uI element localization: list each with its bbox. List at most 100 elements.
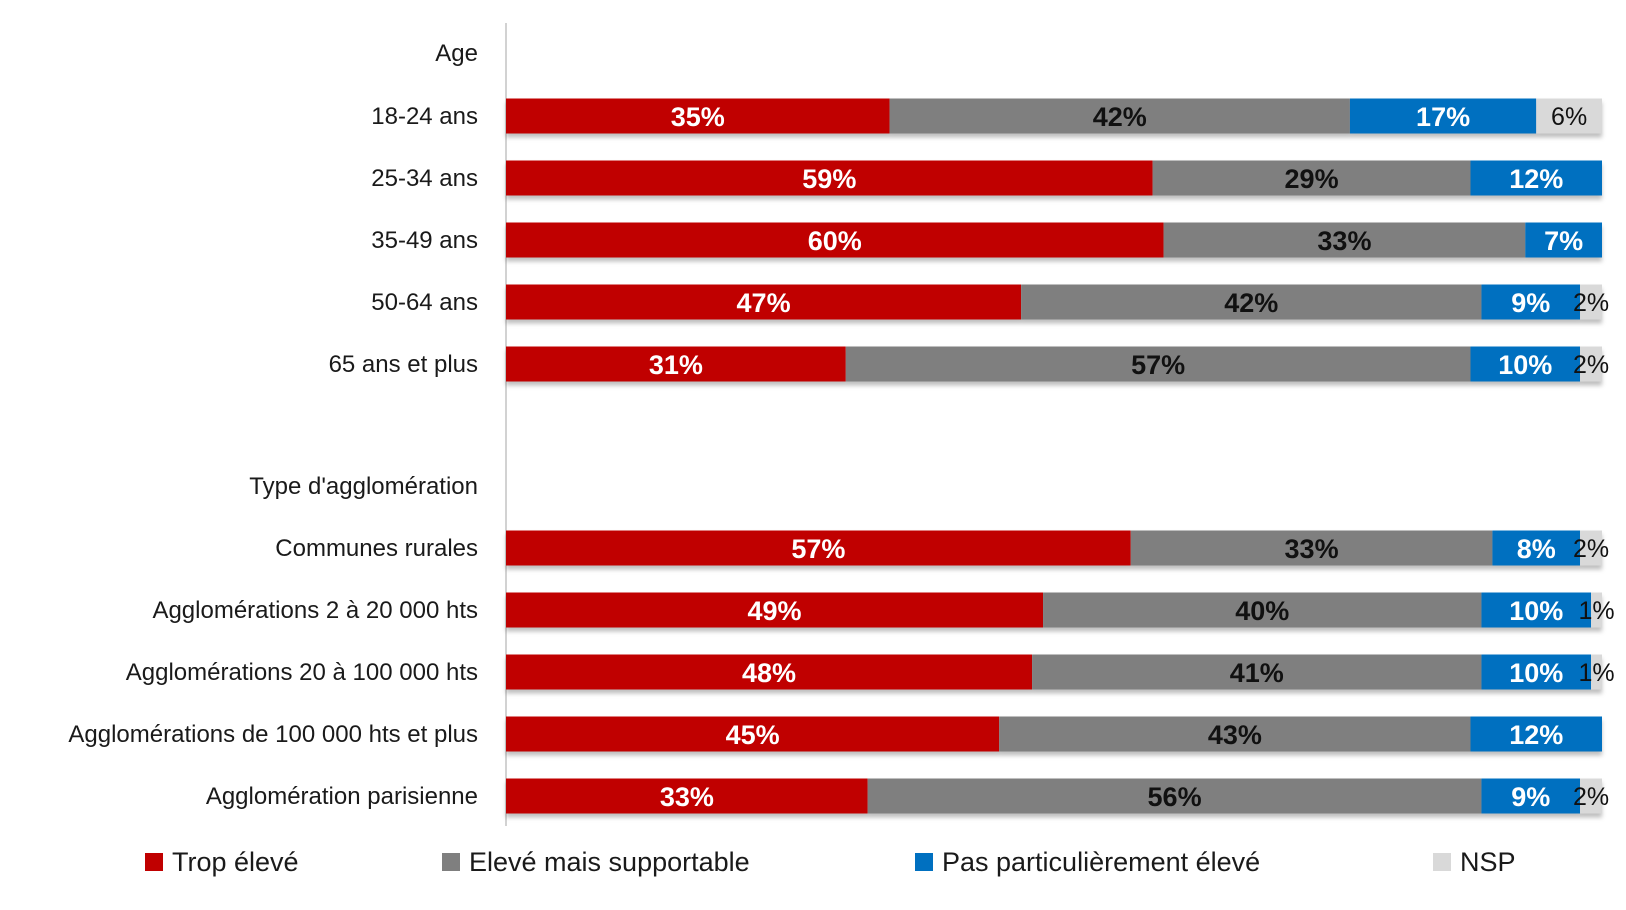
data-label: 2% <box>1573 783 1609 811</box>
data-label: 10% <box>1509 596 1563 626</box>
data-label: 29% <box>1285 164 1339 194</box>
bar-segment <box>506 222 1164 258</box>
bar-segment <box>506 98 890 134</box>
data-label: 1% <box>1578 597 1614 625</box>
legend-label: NSP <box>1460 847 1516 877</box>
legend-swatch <box>915 853 933 871</box>
category-label: Agglomération parisienne <box>206 783 478 810</box>
bar-segment <box>506 716 1000 752</box>
bar-row <box>506 654 1602 690</box>
bar-segment <box>1492 530 1581 566</box>
data-label: 31% <box>649 350 703 380</box>
bar-segment <box>1349 98 1537 134</box>
legend-item: Elevé mais supportable <box>442 847 750 877</box>
bar-segment <box>1470 716 1602 752</box>
bar-segment <box>1580 284 1602 320</box>
legend-label: Elevé mais supportable <box>469 847 750 877</box>
data-label: 57% <box>791 534 845 564</box>
data-label: 47% <box>737 288 791 318</box>
data-label: 57% <box>1131 350 1185 380</box>
data-label: 60% <box>808 226 862 256</box>
bar-segment <box>506 160 1153 196</box>
legend-label: Pas particulièrement élevé <box>942 847 1260 877</box>
data-label: 2% <box>1573 351 1609 379</box>
data-label: 42% <box>1224 288 1278 318</box>
bar-segment <box>889 98 1350 134</box>
bar-segment <box>845 346 1471 382</box>
bar-segment <box>506 530 1131 566</box>
data-label: 42% <box>1093 102 1147 132</box>
bar-segment <box>1481 778 1581 814</box>
legend-item: Pas particulièrement élevé <box>915 847 1260 877</box>
category-label: 35-49 ans <box>371 227 478 254</box>
bar-segment <box>1032 654 1482 690</box>
group-heading: Type d'agglomération <box>249 473 478 500</box>
legend-item: Trop élevé <box>145 847 299 877</box>
data-label: 8% <box>1517 534 1556 564</box>
bar-segment <box>1481 284 1581 320</box>
data-label: 1% <box>1578 659 1614 687</box>
bar-segment <box>1580 346 1602 382</box>
data-label: 49% <box>747 596 801 626</box>
data-label: 40% <box>1235 596 1289 626</box>
bar-segment <box>1130 530 1493 566</box>
bar-row <box>506 592 1602 628</box>
bar-segment <box>506 346 846 382</box>
data-label: 2% <box>1573 535 1609 563</box>
data-label: 56% <box>1148 782 1202 812</box>
bar-segment <box>1043 592 1482 628</box>
legend-swatch <box>1433 853 1451 871</box>
bar-segment <box>506 778 868 814</box>
bar-segment <box>1470 346 1581 382</box>
bar-segment <box>1525 222 1602 258</box>
category-label: Agglomérations 20 à 100 000 hts <box>126 659 478 686</box>
data-label: 48% <box>742 658 796 688</box>
data-label: 41% <box>1230 658 1284 688</box>
bar-segment <box>1152 160 1471 196</box>
bar-segment <box>1536 98 1602 134</box>
category-label: 18-24 ans <box>371 103 478 130</box>
data-label: 17% <box>1416 102 1470 132</box>
bar-segment <box>1580 530 1602 566</box>
bar-segment <box>999 716 1471 752</box>
bar-row <box>506 160 1602 196</box>
bar-segment <box>506 654 1033 690</box>
category-label: Agglomérations 2 à 20 000 hts <box>152 597 478 624</box>
legend-swatch <box>145 853 163 871</box>
bar-segment <box>1591 592 1602 628</box>
bar-segment <box>1163 222 1526 258</box>
data-label: 9% <box>1511 782 1550 812</box>
bar-row <box>506 716 1602 752</box>
data-label: 10% <box>1498 350 1552 380</box>
data-label: 33% <box>1317 226 1371 256</box>
category-label: 65 ans et plus <box>329 351 478 378</box>
bar-segment <box>1591 654 1602 690</box>
data-label: 12% <box>1509 164 1563 194</box>
bar-row <box>506 98 1602 134</box>
category-label: Agglomérations de 100 000 hts et plus <box>68 721 478 748</box>
bar-segment <box>1580 778 1602 814</box>
group-heading: Age <box>435 40 478 67</box>
data-label: 59% <box>802 164 856 194</box>
bar-segment <box>1481 654 1592 690</box>
bar-row <box>506 530 1602 566</box>
bar-segment <box>867 778 1482 814</box>
category-label: 25-34 ans <box>371 165 478 192</box>
data-label: 6% <box>1551 103 1587 131</box>
bar-row <box>506 284 1602 320</box>
bar-segment <box>506 284 1022 320</box>
data-label: 9% <box>1511 288 1550 318</box>
data-label: 33% <box>660 782 714 812</box>
data-label: 2% <box>1573 289 1609 317</box>
legend-item: NSP <box>1433 847 1516 877</box>
data-label: 12% <box>1509 720 1563 750</box>
data-label: 7% <box>1544 226 1583 256</box>
legend-swatch <box>442 853 460 871</box>
legend-label: Trop élevé <box>172 847 299 877</box>
data-label: 35% <box>671 102 725 132</box>
bar-segment <box>1481 592 1592 628</box>
data-label: 45% <box>726 720 780 750</box>
bar-segment <box>1470 160 1602 196</box>
bar-row <box>506 222 1602 258</box>
